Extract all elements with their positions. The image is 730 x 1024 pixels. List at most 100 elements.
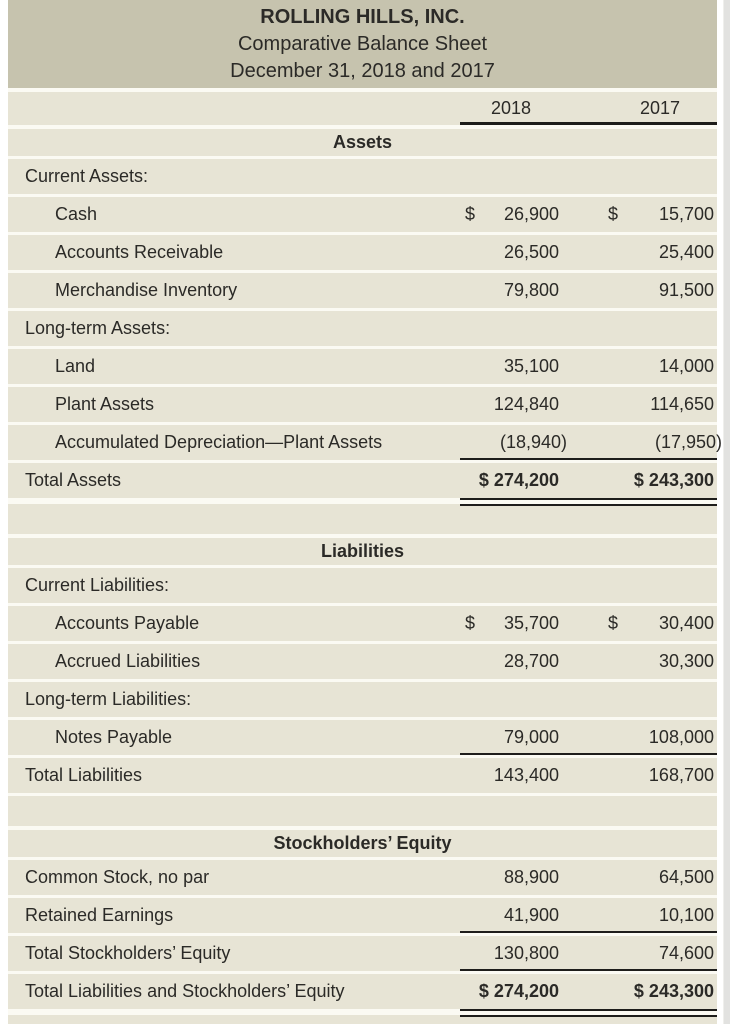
col-2017: 30,300 bbox=[603, 644, 717, 679]
cell-value: 30,400 bbox=[658, 613, 714, 633]
col-2017: $ 243,300 bbox=[603, 974, 717, 1009]
cell-value: $ 243,300 bbox=[633, 981, 714, 1001]
row-label: Accounts Receivable bbox=[55, 242, 224, 262]
row-accounts-payable: Accounts Payable $35,700 $30,400 bbox=[8, 606, 717, 641]
cell-value: 35,100 bbox=[503, 356, 559, 376]
balance-sheet-table: ROLLING HILLS, INC. Comparative Balance … bbox=[8, 0, 722, 1024]
cell-value: 79,800 bbox=[503, 280, 559, 300]
cell-value: (17,950) bbox=[654, 432, 722, 452]
row-label: Total Assets bbox=[25, 470, 122, 490]
cell-value: 79,000 bbox=[503, 727, 559, 747]
row-label: Plant Assets bbox=[55, 394, 155, 414]
statement-title: Comparative Balance Sheet bbox=[237, 33, 488, 55]
row-label: Total Liabilities and Stockholders’ Equi… bbox=[25, 981, 345, 1001]
spacer-row bbox=[8, 504, 717, 534]
cell-value: 108,000 bbox=[648, 727, 714, 747]
row-common-stock-no-par: Common Stock, no par 88,900 64,500 bbox=[8, 860, 717, 895]
col-2018: $26,900 bbox=[460, 197, 562, 232]
row-total-liabilities: Total Liabilities 143,400 168,700 bbox=[8, 758, 717, 793]
cell-value: 26,500 bbox=[503, 242, 559, 262]
col-2018: 124,840 bbox=[460, 387, 562, 422]
col-2018: $35,700 bbox=[460, 606, 562, 641]
page-edge-strip bbox=[723, 0, 730, 1024]
single-rule bbox=[460, 969, 717, 971]
row-years: 2018 2017 bbox=[8, 92, 717, 125]
cell-value: 41,900 bbox=[503, 905, 559, 925]
row-label: Total Liabilities bbox=[25, 765, 143, 785]
col-2018: 88,900 bbox=[460, 860, 562, 895]
col-2018: 28,700 bbox=[460, 644, 562, 679]
double-rule bbox=[460, 1009, 717, 1017]
col-2017: 91,500 bbox=[603, 273, 717, 308]
dollar-sign: $ bbox=[465, 613, 476, 633]
row-retained-earnings: Retained Earnings 41,900 10,100 bbox=[8, 898, 717, 933]
double-rule bbox=[460, 498, 717, 506]
col-2018: 79,800 bbox=[460, 273, 562, 308]
col-2017: 10,100 bbox=[603, 898, 717, 933]
column-header-year: 2018 bbox=[490, 98, 532, 118]
row-total-liabilities-and-stockholders-equity: Total Liabilities and Stockholders’ Equi… bbox=[8, 974, 717, 1017]
row-long-term-liabilities: Long-term Liabilities: bbox=[8, 682, 717, 717]
col-2018: (18,940) bbox=[460, 425, 567, 460]
cell-value: 124,840 bbox=[493, 394, 559, 414]
col-2017: 2017 bbox=[603, 92, 717, 125]
section-title: Liabilities bbox=[320, 541, 405, 561]
col-2017: 25,400 bbox=[603, 235, 717, 270]
cell-value: 143,400 bbox=[493, 765, 559, 785]
dollar-sign: $ bbox=[608, 204, 619, 224]
row-label: Current Liabilities: bbox=[25, 575, 170, 595]
cell-value: 74,600 bbox=[658, 943, 714, 963]
row-label: Land bbox=[55, 356, 96, 376]
single-rule bbox=[460, 753, 717, 755]
cell-value: 64,500 bbox=[658, 867, 714, 887]
cell-value: 14,000 bbox=[658, 356, 714, 376]
row-accrued-liabilities: Accrued Liabilities 28,700 30,300 bbox=[8, 644, 717, 679]
col-2017: 14,000 bbox=[603, 349, 717, 384]
row-notes-payable: Notes Payable 79,000 108,000 bbox=[8, 720, 717, 755]
col-2017: 64,500 bbox=[603, 860, 717, 895]
row-land: Land 35,100 14,000 bbox=[8, 349, 717, 384]
cell-value: 114,650 bbox=[650, 394, 714, 414]
row-assets: Assets bbox=[8, 129, 717, 156]
section-title: Assets bbox=[332, 132, 393, 152]
row-accounts-receivable: Accounts Receivable 26,500 25,400 bbox=[8, 235, 717, 270]
section-title: Stockholders’ Equity bbox=[273, 833, 452, 853]
col-2017: 108,000 bbox=[603, 720, 717, 755]
cell-value: 15,700 bbox=[658, 204, 714, 224]
cell-value: 168,700 bbox=[648, 765, 714, 785]
col-2017: 168,700 bbox=[603, 758, 717, 793]
col-2018: 2018 bbox=[460, 92, 562, 125]
col-2018: $ 274,200 bbox=[460, 974, 562, 1009]
row-current-assets: Current Assets: bbox=[8, 159, 717, 194]
row-current-liabilities: Current Liabilities: bbox=[8, 568, 717, 603]
row-label: Accounts Payable bbox=[55, 613, 200, 633]
cell-value: $ 243,300 bbox=[633, 470, 714, 490]
col-2018: 79,000 bbox=[460, 720, 562, 755]
col-2017: (17,950) bbox=[603, 425, 722, 460]
cell-value: 30,300 bbox=[658, 651, 714, 671]
row-total-stockholders-equity: Total Stockholders’ Equity 130,800 74,600 bbox=[8, 936, 717, 971]
row-cash: Cash $26,900 $15,700 bbox=[8, 197, 717, 232]
balance-sheet-body: 2018 2017 Assets Current Assets: Cash $26,900… bbox=[8, 92, 722, 1024]
single-rule bbox=[460, 122, 717, 125]
row-label: Notes Payable bbox=[55, 727, 173, 747]
col-2018: 143,400 bbox=[460, 758, 562, 793]
row-label: Long-term Liabilities: bbox=[25, 689, 192, 709]
single-rule bbox=[460, 458, 717, 460]
col-2018: 41,900 bbox=[460, 898, 562, 933]
col-2017: $30,400 bbox=[603, 606, 717, 641]
row-label: Common Stock, no par bbox=[25, 867, 210, 887]
dollar-sign: $ bbox=[465, 204, 476, 224]
cell-value: 35,700 bbox=[503, 613, 559, 633]
company-name: ROLLING HILLS, INC. bbox=[260, 6, 465, 28]
row-label: Retained Earnings bbox=[25, 905, 174, 925]
row-label: Accumulated Depreciation—Plant Assets bbox=[55, 432, 383, 452]
cell-value: 91,500 bbox=[658, 280, 714, 300]
col-2018: 35,100 bbox=[460, 349, 562, 384]
statement-period: December 31, 2018 and 2017 bbox=[230, 60, 495, 82]
cell-value: 26,900 bbox=[503, 204, 559, 224]
cell-value: 10,100 bbox=[658, 905, 714, 925]
cell-value: $ 274,200 bbox=[478, 470, 559, 490]
col-2017: 114,650 bbox=[603, 387, 717, 422]
